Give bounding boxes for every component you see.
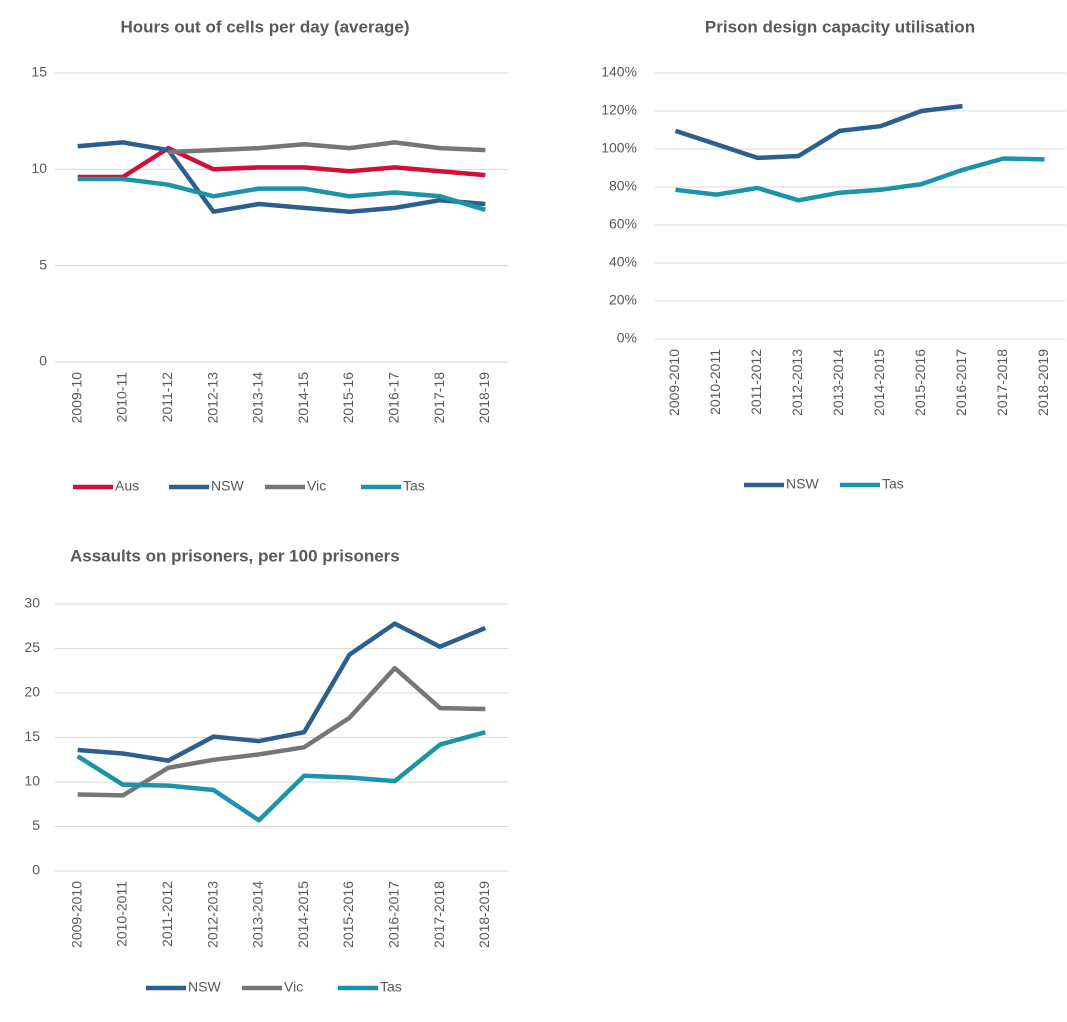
legend-label: NSW: [786, 476, 819, 492]
legend-label: NSW: [211, 478, 244, 494]
legend-label: Tas: [882, 476, 904, 492]
y-tick-label: 30: [24, 595, 40, 611]
legend-label: NSW: [188, 979, 221, 995]
x-tick-label: 2010-2011: [114, 881, 130, 947]
chart-title: Hours out of cells per day (average): [120, 17, 409, 36]
line-series: [674, 103, 963, 161]
x-tick-label: 2012-2013: [789, 349, 805, 416]
line-series: [77, 621, 487, 763]
x-tick-label: 2011-2012: [159, 881, 175, 947]
x-tick-label: 2018-19: [476, 372, 492, 424]
y-tick-label: 80%: [609, 178, 637, 194]
x-tick-label: 2010-2011: [707, 349, 723, 415]
x-tick-label: 2017-2018: [431, 881, 447, 948]
legend-label: Tas: [403, 478, 425, 494]
x-tick-label: 2011-2012: [748, 349, 764, 415]
y-tick-label: 0: [32, 862, 40, 878]
line-series: [76, 730, 486, 823]
x-tick-label: 2014-2015: [871, 349, 887, 416]
y-tick-label: 10: [24, 773, 40, 789]
y-tick-label: 20: [24, 684, 40, 700]
y-tick-label: 60%: [609, 216, 637, 232]
x-tick-label: 2017-18: [431, 372, 447, 424]
x-tick-label: 2012-13: [204, 372, 220, 424]
x-tick-label: 2014-15: [295, 372, 311, 424]
x-tick-label: 2013-14: [250, 372, 266, 424]
y-tick-label: 120%: [601, 102, 637, 118]
x-tick-label: 2009-2010: [666, 349, 682, 416]
x-tick-label: 2015-2016: [912, 349, 928, 416]
y-tick-label: 0: [39, 353, 47, 369]
y-tick-label: 100%: [601, 140, 637, 156]
x-tick-label: 2014-2015: [295, 881, 311, 948]
y-tick-label: 5: [39, 256, 47, 272]
x-tick-label: 2009-2010: [68, 881, 84, 948]
legend-label: Aus: [115, 478, 139, 494]
y-tick-label: 20%: [609, 292, 637, 308]
y-tick-label: 15: [24, 728, 40, 744]
line-series: [77, 665, 486, 798]
x-tick-label: 2015-2016: [340, 881, 356, 948]
y-tick-label: 40%: [609, 254, 637, 270]
chart-title: Assaults on prisoners, per 100 prisoners: [70, 546, 400, 565]
x-tick-label: 2009-10: [68, 372, 84, 424]
y-tick-label: 25: [24, 639, 40, 655]
legend-label: Vic: [307, 478, 326, 494]
legend-label: Tas: [380, 979, 402, 995]
x-tick-label: 2018-2019: [1035, 349, 1051, 416]
x-tick-label: 2015-16: [340, 372, 356, 424]
legend-label: Vic: [284, 979, 303, 995]
y-tick-label: 5: [32, 817, 40, 833]
line-series: [77, 176, 486, 212]
x-tick-label: 2018-2019: [476, 881, 492, 948]
line-series: [77, 145, 486, 180]
x-tick-label: 2012-2013: [204, 881, 220, 948]
line-series: [675, 156, 1045, 203]
x-tick-label: 2016-2017: [385, 881, 401, 948]
x-tick-label: 2010-11: [114, 372, 130, 423]
line-series: [168, 140, 486, 155]
y-tick-label: 15: [31, 64, 47, 80]
x-tick-label: 2017-2018: [994, 349, 1010, 416]
y-tick-label: 0%: [617, 330, 637, 346]
y-tick-label: 140%: [601, 64, 637, 80]
line-series: [77, 140, 486, 214]
x-tick-label: 2016-17: [385, 372, 401, 424]
chart-title: Prison design capacity utilisation: [705, 17, 975, 36]
x-tick-label: 2016-2017: [953, 349, 969, 416]
y-tick-label: 10: [31, 160, 47, 176]
x-tick-label: 2013-2014: [830, 349, 846, 416]
x-tick-label: 2013-2014: [250, 881, 266, 948]
x-tick-label: 2011-12: [159, 372, 175, 423]
